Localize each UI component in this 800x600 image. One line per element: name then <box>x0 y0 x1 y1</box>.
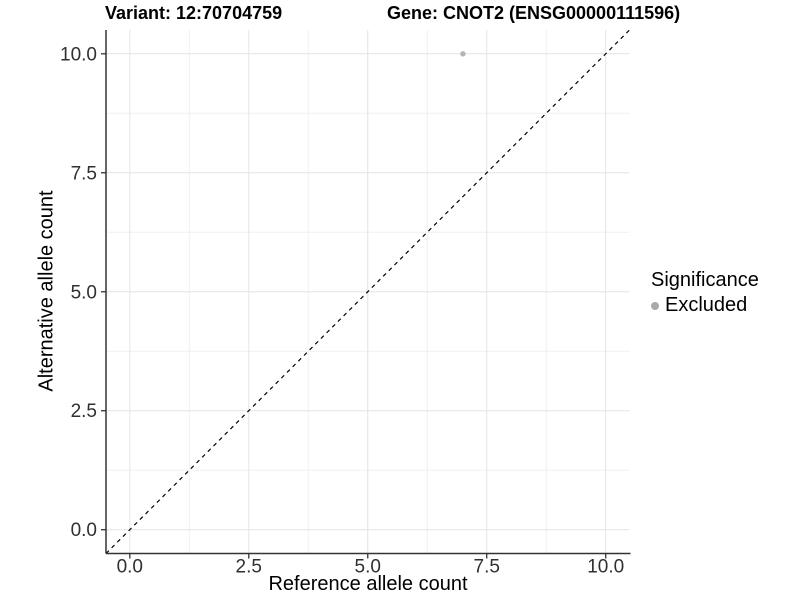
legend-entry-excluded: Excluded <box>651 294 759 317</box>
legend-key-dot-icon <box>651 301 659 310</box>
y-tick-label: 10.0 <box>60 44 97 65</box>
x-tick-label: 2.5 <box>236 557 262 578</box>
x-tick-label: 5.0 <box>355 557 381 578</box>
y-tick-label: 7.5 <box>71 163 97 184</box>
identity-dashed-line <box>105 29 630 554</box>
plot-title-gene: Gene: CNOT2 (ENSG00000111596) <box>387 3 681 23</box>
y-tick-label: 5.0 <box>71 282 97 303</box>
y-axis-title: Alternative allele count <box>35 190 58 392</box>
y-tick-label: 0.0 <box>71 520 97 541</box>
y-tick-label: 2.5 <box>71 401 97 422</box>
plot-title-variant: Variant: 12:70704759 <box>105 3 283 23</box>
legend: Significance Excluded <box>651 269 759 317</box>
x-tick-label: 10.0 <box>587 557 624 578</box>
x-axis-title: Reference allele count <box>268 573 468 595</box>
x-tick-label: 7.5 <box>474 557 500 578</box>
x-tick-label: 0.0 <box>117 557 143 578</box>
legend-title: Significance <box>651 269 759 291</box>
data-point <box>460 51 466 57</box>
legend-entry-label: Excluded <box>665 294 748 316</box>
